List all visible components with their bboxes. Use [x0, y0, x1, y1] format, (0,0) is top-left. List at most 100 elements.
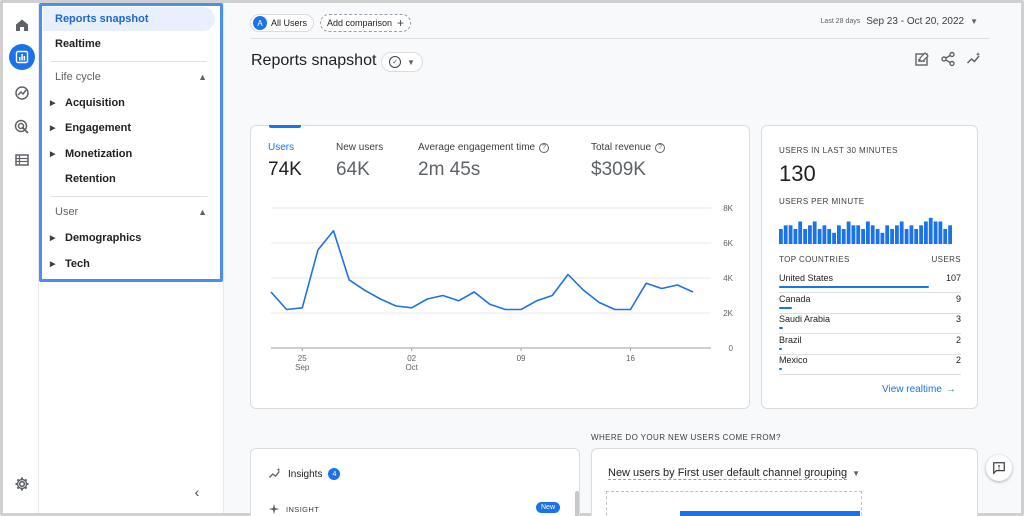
data-point[interactable] [284, 307, 290, 313]
view-realtime-link[interactable]: View realtime → [882, 384, 956, 395]
add-comparison-button[interactable]: Add comparison + [320, 14, 412, 32]
help-icon[interactable]: ? [655, 142, 666, 153]
per-minute-bar[interactable] [841, 229, 846, 244]
per-minute-bar[interactable] [779, 229, 783, 244]
per-minute-bar[interactable] [933, 221, 938, 245]
metric-total-revenue-tab[interactable]: Total revenue? $309K [591, 142, 666, 181]
per-minute-bar[interactable] [788, 225, 793, 244]
per-minute-bar[interactable] [856, 225, 861, 244]
settings-gear-icon[interactable] [14, 476, 30, 492]
help-icon[interactable]: ? [539, 142, 550, 153]
home-icon[interactable] [9, 12, 35, 38]
per-minute-bar[interactable] [914, 229, 919, 244]
per-minute-bar[interactable] [783, 225, 788, 244]
data-point[interactable] [471, 289, 477, 295]
per-minute-bar[interactable] [890, 229, 894, 244]
per-minute-bar[interactable] [803, 229, 807, 244]
per-minute-bar[interactable] [909, 225, 914, 244]
per-minute-bar[interactable] [812, 221, 817, 245]
country-row[interactable]: Brazil 2 [779, 335, 961, 355]
nav-item-retention[interactable]: Retention [47, 168, 207, 190]
country-row[interactable]: Canada 9 [779, 294, 961, 314]
data-point[interactable] [331, 228, 337, 234]
data-point[interactable] [362, 287, 368, 293]
per-minute-bar[interactable] [943, 229, 948, 244]
per-minute-bar[interactable] [832, 232, 836, 244]
data-point[interactable] [299, 305, 305, 311]
data-point[interactable] [346, 277, 352, 283]
nav-item-acquisition[interactable]: ▶ Acquisition [47, 92, 207, 114]
per-minute-bar[interactable] [938, 221, 943, 245]
data-point[interactable] [565, 272, 571, 278]
insight-row[interactable]: INSIGHT [268, 503, 319, 515]
data-point[interactable] [487, 301, 493, 307]
per-minute-bar[interactable] [793, 229, 798, 244]
data-point[interactable] [581, 287, 587, 293]
country-row[interactable]: Mexico 2 [779, 355, 961, 375]
per-minute-bar[interactable] [880, 232, 885, 244]
nav-item-engagement[interactable]: ▶ Engagement [47, 117, 207, 139]
per-minute-bar[interactable] [837, 225, 841, 244]
per-minute-bar[interactable] [817, 229, 822, 244]
metric-new-users-tab[interactable]: New users 64K [336, 142, 383, 181]
data-point[interactable] [643, 280, 649, 286]
data-point[interactable] [456, 298, 462, 304]
reports-icon[interactable] [9, 44, 35, 70]
per-minute-bar[interactable] [895, 225, 899, 244]
data-point[interactable] [393, 303, 399, 309]
data-point[interactable] [627, 307, 633, 313]
per-minute-bar[interactable] [846, 221, 851, 245]
series-line-users[interactable] [270, 229, 694, 311]
data-point[interactable] [502, 307, 508, 313]
date-range-picker[interactable]: Last 28 days Sep 23 - Oct 20, 2022 ▼ [821, 16, 978, 27]
per-minute-bar[interactable] [924, 221, 928, 245]
data-point[interactable] [377, 296, 383, 302]
nav-section-user[interactable]: User ▲ [55, 202, 207, 222]
country-row[interactable]: Saudi Arabia 3 [779, 314, 961, 334]
customize-report-icon[interactable] [914, 51, 930, 72]
data-point[interactable] [315, 247, 321, 253]
metric-engagement-time-tab[interactable]: Average engagement time? 2m 45s [418, 142, 550, 181]
per-minute-bar[interactable] [899, 221, 904, 245]
insights-scrollbar[interactable] [575, 491, 579, 516]
explore-icon[interactable] [9, 80, 35, 106]
per-minute-bar[interactable] [870, 225, 875, 244]
nav-item-demographics[interactable]: ▶ Demographics [47, 227, 207, 249]
per-minute-bar[interactable] [928, 217, 933, 244]
per-minute-bar[interactable] [861, 229, 865, 244]
per-minute-bar[interactable] [875, 229, 880, 244]
data-point[interactable] [518, 307, 524, 313]
data-point[interactable] [596, 300, 602, 306]
per-minute-bar[interactable] [808, 225, 812, 244]
data-point[interactable] [424, 296, 430, 302]
nav-section-life-cycle[interactable]: Life cycle ▲ [55, 67, 207, 87]
data-point[interactable] [440, 293, 446, 299]
title-status-dropdown[interactable]: ✓ ▼ [381, 52, 423, 72]
acquisition-dimension-dropdown[interactable]: New users by First user default channel … [608, 467, 860, 480]
data-point[interactable] [612, 307, 618, 313]
nav-item-realtime[interactable]: Realtime [55, 38, 101, 50]
insights-sparkle-icon[interactable] [966, 51, 982, 72]
data-point[interactable] [534, 298, 540, 304]
configure-icon[interactable] [9, 147, 35, 173]
data-point[interactable] [268, 289, 274, 295]
nav-item-reports-snapshot[interactable]: Reports snapshot [43, 7, 215, 31]
per-minute-bar[interactable] [851, 225, 856, 244]
advertising-icon[interactable] [9, 114, 35, 140]
per-minute-bar[interactable] [948, 225, 952, 244]
collapse-nav-chevron-left-icon[interactable]: ‹ [194, 484, 200, 500]
per-minute-bar[interactable] [919, 225, 923, 244]
metric-users-tab[interactable]: Users 74K [268, 142, 302, 181]
country-row[interactable]: United States 107 [779, 273, 961, 293]
segment-chip[interactable]: A All Users [250, 14, 315, 32]
per-minute-bar[interactable] [885, 225, 890, 244]
share-icon[interactable] [940, 51, 956, 72]
data-point[interactable] [690, 289, 696, 295]
per-minute-bar[interactable] [866, 221, 870, 245]
per-minute-bar[interactable] [827, 229, 832, 244]
data-point[interactable] [659, 286, 665, 292]
data-point[interactable] [549, 293, 555, 299]
nav-item-tech[interactable]: ▶ Tech [47, 253, 207, 275]
nav-item-monetization[interactable]: ▶ Monetization [47, 143, 207, 165]
per-minute-bar[interactable] [904, 229, 909, 244]
